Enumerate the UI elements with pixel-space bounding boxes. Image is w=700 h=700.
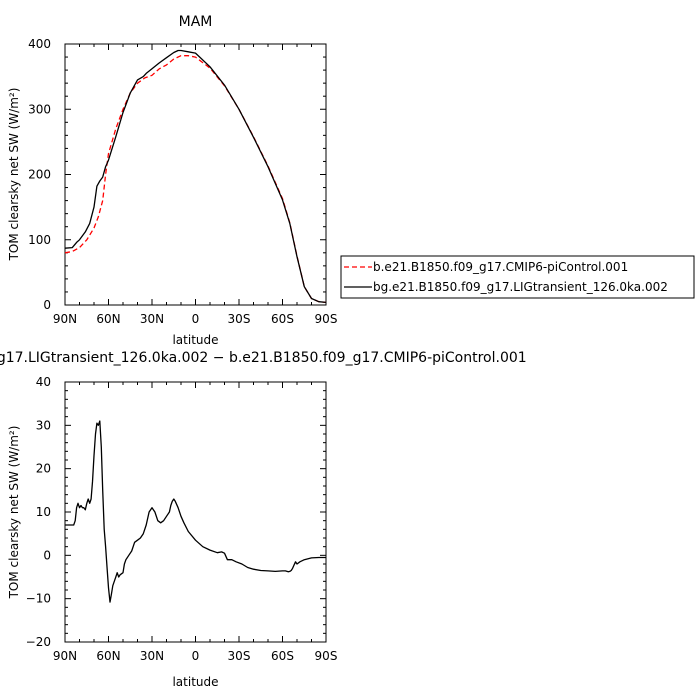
top-x-tick-label: 30S [228, 312, 251, 326]
top-y-tick-label: 0 [43, 298, 51, 312]
bottom-axes: 90N 60N 30N 0 30S 60S 90S −20 −10 0 10 20 30 40 [26, 375, 338, 663]
top-plot-frame [64, 43, 327, 306]
top-x-tick-label: 60S [271, 312, 294, 326]
top-chart-title: MAM [179, 14, 213, 30]
top-series-line-1 [64, 49, 327, 304]
bottom-y-tick-label: −10 [26, 592, 51, 606]
bottom-x-tick-label: 60S [271, 649, 294, 663]
bottom-y-tick-label: 40 [36, 375, 51, 389]
top-series-group [64, 49, 327, 304]
bottom-x-axis-label: latitude [172, 675, 218, 689]
legend-label-ligtransient: bg.e21.B1850.f09_g17.LIGtransient_126.0k… [373, 280, 668, 294]
legend-box [340, 255, 695, 299]
top-x-tick-label: 60N [96, 312, 120, 326]
top-y-tick-label: 400 [28, 37, 51, 51]
top-y-tick-label: 100 [28, 233, 51, 247]
bottom-x-tick-label: 30N [140, 649, 164, 663]
top-chart-panel: MAM 90N 60N 30N 0 30S 60S 90S 0 100 200 300 400 lat… [7, 14, 337, 347]
bottom-x-tick-label: 30S [228, 649, 251, 663]
bottom-y-axis-label: TOM clearsky net SW (W/m²) [7, 426, 21, 600]
legend-label-picontrol: b.e21.B1850.f09_g17.CMIP6-piControl.001 [373, 260, 628, 274]
bottom-x-tick-label: 90S [315, 649, 338, 663]
bottom-x-tick-label: 90N [53, 649, 77, 663]
top-x-tick-label: 0 [192, 312, 200, 326]
top-x-tick-label: 30N [140, 312, 164, 326]
top-y-tick-label: 300 [28, 102, 51, 116]
bottom-chart-panel: bg.e21.B1850.f09_g17.LIGtransient_126.0k… [0, 350, 527, 689]
bottom-series-line-0 [65, 420, 326, 603]
bottom-y-tick-label: 10 [36, 505, 51, 519]
bottom-y-tick-label: 30 [36, 418, 51, 432]
top-series-line-0 [64, 55, 327, 304]
bottom-series-group [65, 420, 326, 603]
bottom-x-tick-label: 0 [192, 649, 200, 663]
top-y-tick-label: 200 [28, 168, 51, 182]
legend: b.e21.B1850.f09_g17.CMIP6-piControl.001 … [340, 255, 695, 299]
top-axes: 90N 60N 30N 0 30S 60S 90S 0 100 200 300 400 [28, 37, 337, 326]
bottom-chart-title: bg.e21.B1850.f09_g17.LIGtransient_126.0k… [0, 350, 527, 366]
top-x-tick-label: 90N [53, 312, 77, 326]
bottom-y-tick-label: 0 [43, 548, 51, 562]
top-x-axis-label: latitude [172, 333, 218, 347]
bottom-x-tick-label: 60N [96, 649, 120, 663]
bottom-y-tick-label: −20 [26, 635, 51, 649]
top-y-axis-label: TOM clearsky net SW (W/m²) [7, 88, 21, 262]
top-x-tick-label: 90S [315, 312, 338, 326]
bottom-y-tick-label: 20 [36, 462, 51, 476]
